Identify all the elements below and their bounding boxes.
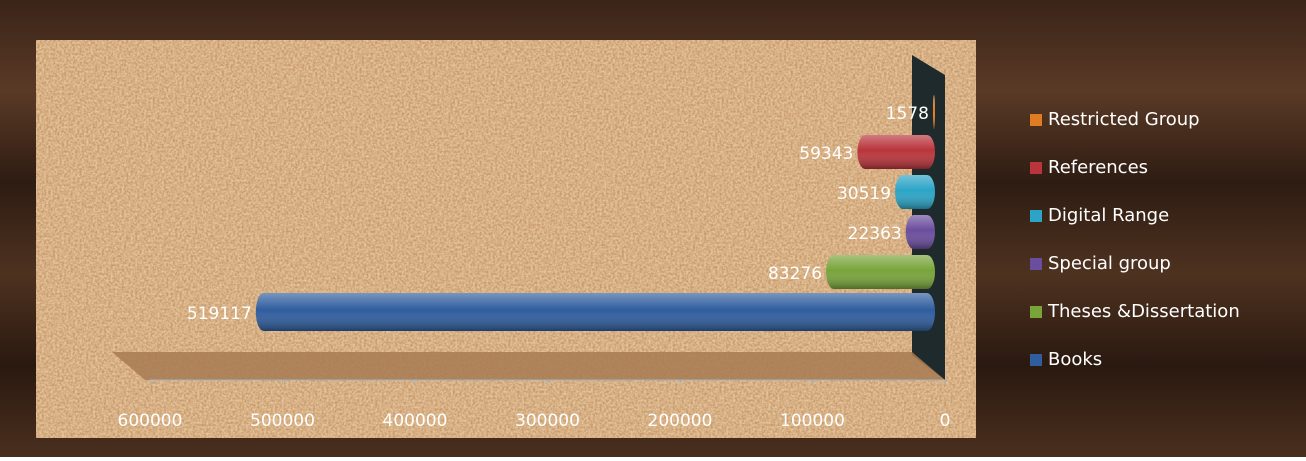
- x-tick-label: 300000: [515, 411, 580, 431]
- bar-shade: [857, 135, 935, 169]
- bar-shade: [895, 175, 935, 209]
- data-label: 519117: [187, 304, 252, 324]
- bar-shade: [826, 255, 935, 289]
- x-tick-label: 400000: [383, 411, 448, 431]
- legend-swatch: [1030, 162, 1042, 174]
- legend-swatch: [1030, 210, 1042, 222]
- x-tick-label: 0: [940, 411, 951, 431]
- legend-swatch: [1030, 306, 1042, 318]
- data-label: 22363: [848, 224, 902, 244]
- data-label: 83276: [768, 264, 822, 284]
- data-label: 1578: [886, 104, 929, 124]
- x-tick-label: 500000: [250, 411, 315, 431]
- legend-label: References: [1048, 157, 1148, 178]
- legend-label: Theses &Dissertation: [1047, 301, 1240, 322]
- bar-shade: [933, 95, 935, 129]
- legend-label: Books: [1048, 349, 1102, 370]
- legend-swatch: [1030, 114, 1042, 126]
- bar-shade: [906, 215, 935, 249]
- chart: 600000 500000 400000 300000 200000 100000 0 519…: [0, 0, 1306, 457]
- legend-label: Special group: [1048, 253, 1171, 274]
- x-tick-label: 100000: [780, 411, 845, 431]
- legend-swatch: [1030, 354, 1042, 366]
- legend-label: Digital Range: [1048, 205, 1169, 226]
- data-label: 59343: [799, 144, 853, 164]
- bar-shade: [256, 293, 935, 331]
- legend-label: Restricted Group: [1048, 109, 1200, 130]
- floor: [112, 352, 945, 380]
- legend-swatch: [1030, 258, 1042, 270]
- x-tick-label: 600000: [118, 411, 183, 431]
- x-tick-label: 200000: [648, 411, 713, 431]
- data-label: 30519: [837, 184, 891, 204]
